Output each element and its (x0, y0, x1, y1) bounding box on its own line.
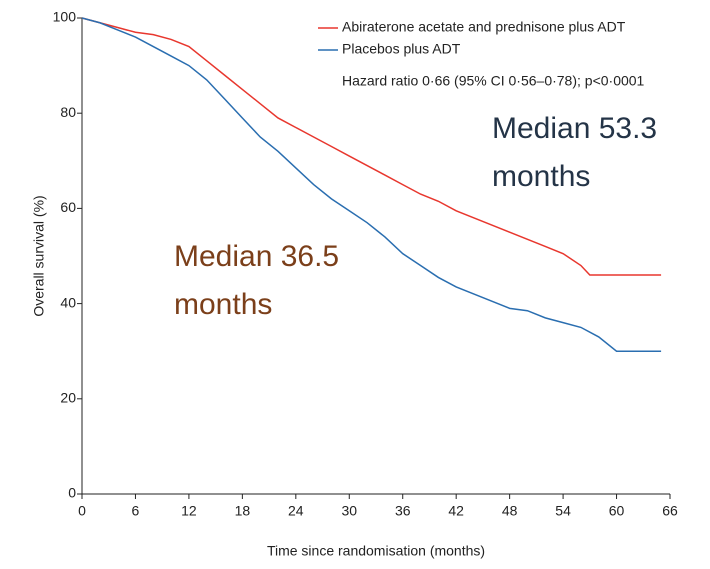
x-tick-label: 18 (235, 503, 251, 519)
legend-label: Placebos plus ADT (342, 41, 461, 57)
x-tick-label: 60 (609, 503, 625, 519)
x-tick-label: 66 (662, 503, 678, 519)
x-axis-label: Time since randomisation (months) (267, 543, 485, 559)
legend-label: Abiraterone acetate and prednisone plus … (342, 19, 626, 35)
x-tick-label: 24 (288, 503, 304, 519)
survival-curve (81, 17, 662, 352)
y-tick-label: 40 (60, 294, 76, 310)
x-tick-label: 30 (341, 503, 357, 519)
y-tick-label: 0 (68, 485, 76, 501)
y-tick-label: 60 (60, 199, 76, 215)
x-tick-label: 36 (395, 503, 411, 519)
x-tick-label: 48 (502, 503, 518, 519)
median-annotation: Median 53.3 (492, 112, 657, 145)
median-annotation: months (492, 160, 590, 193)
y-axis-label: Overall survival (%) (31, 195, 47, 316)
x-tick-label: 54 (555, 503, 571, 519)
x-tick-label: 0 (78, 503, 86, 519)
survival-curve (81, 17, 662, 276)
y-tick-label: 100 (53, 9, 77, 25)
median-annotation: months (174, 288, 272, 321)
y-tick-label: 20 (60, 390, 76, 406)
x-tick-label: 42 (448, 503, 464, 519)
annotation: Hazard ratio 0·66 (95% CI 0·56–0·78); p<… (342, 73, 645, 89)
x-tick-label: 12 (181, 503, 197, 519)
y-tick-label: 80 (60, 104, 76, 120)
median-annotation: Median 36.5 (174, 240, 339, 273)
x-tick-label: 6 (132, 503, 140, 519)
